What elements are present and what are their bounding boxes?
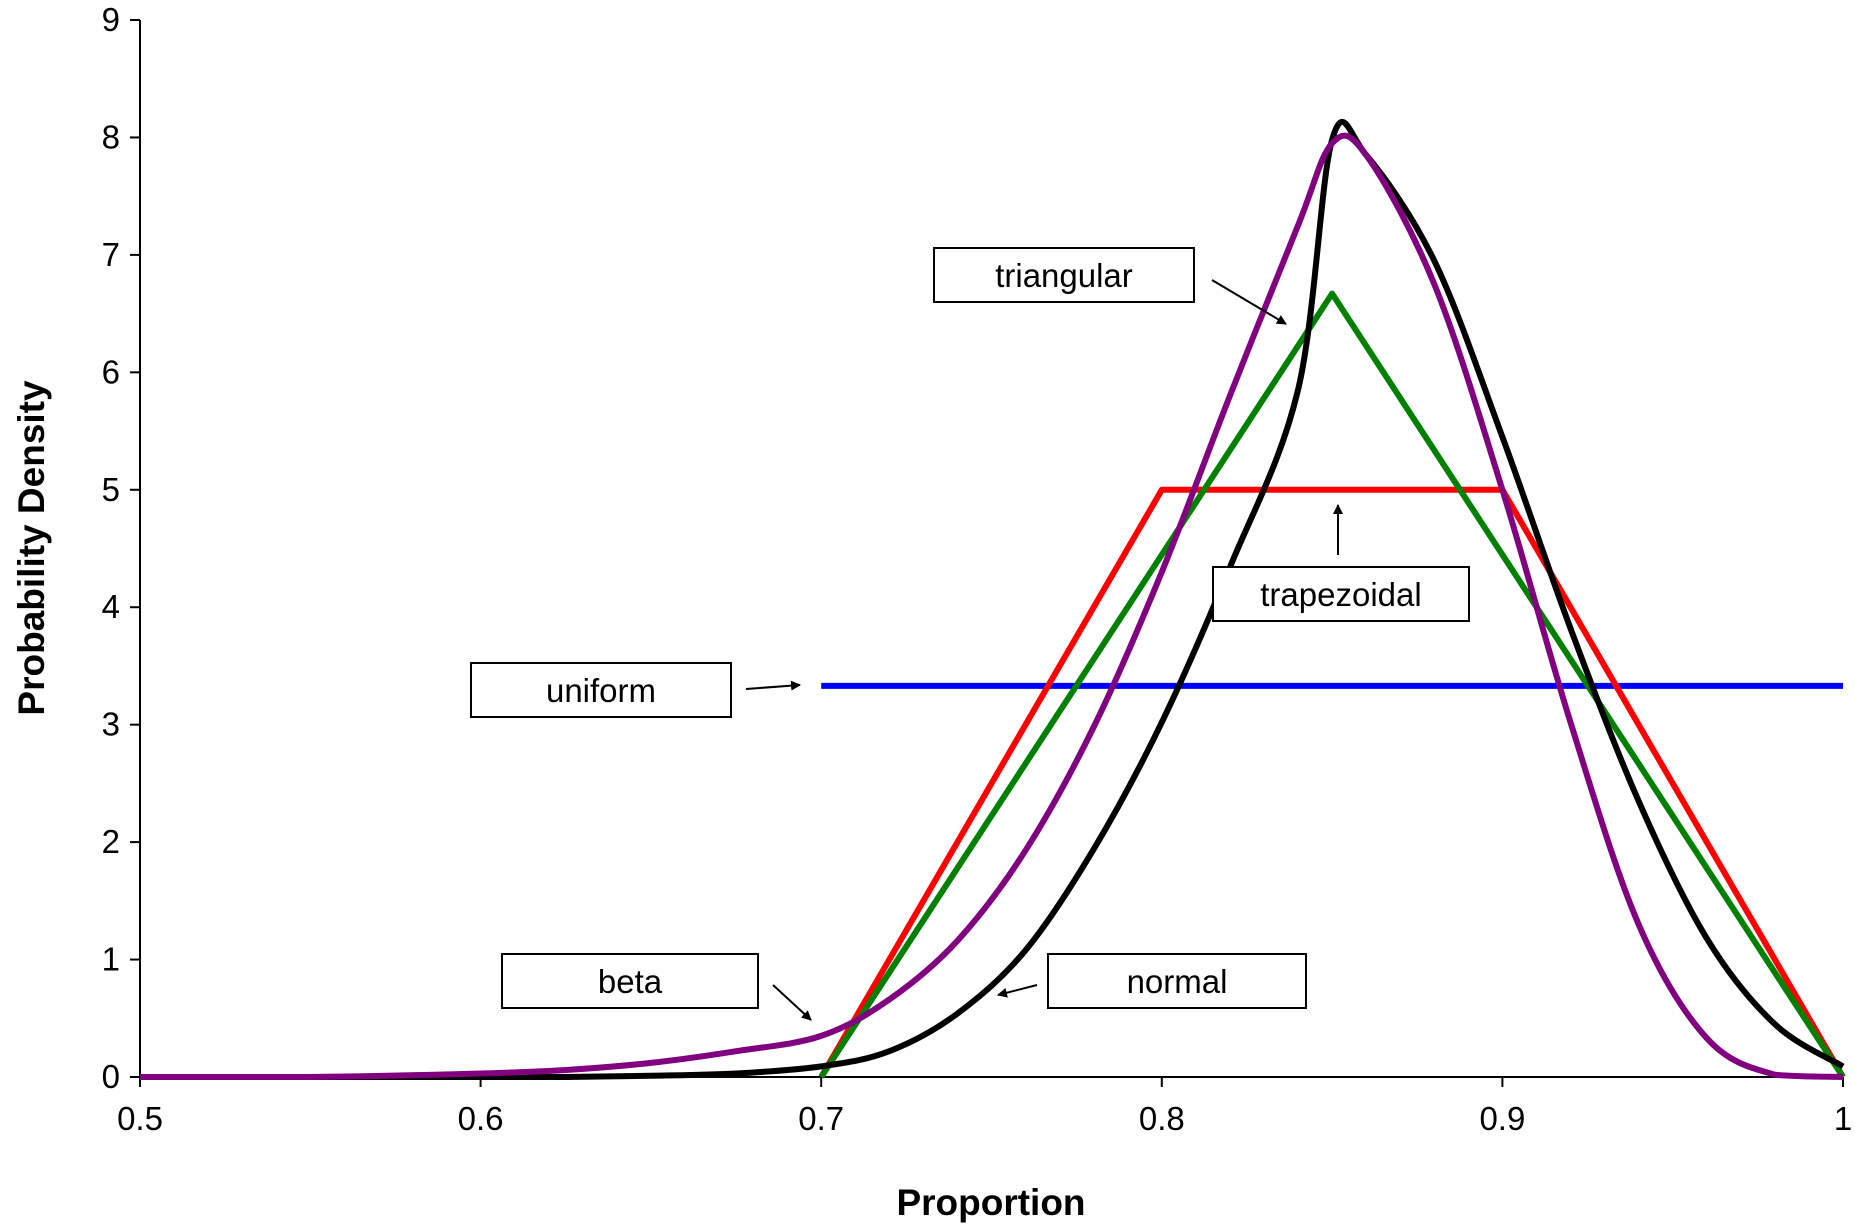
annotation-arrow: [1211, 279, 1287, 325]
y-tick-label: 4: [102, 588, 120, 625]
y-tick-label: 2: [102, 823, 120, 860]
annotation-box: [501, 953, 759, 1009]
tick-labels: 0 1 2 3 4 5 6 7 8 9 0.5 0.6 0.7 0.8 0.9 1: [102, 1, 1853, 1137]
x-tick-label: 0.7: [798, 1100, 844, 1137]
series-line-beta: [140, 132, 1844, 1081]
annotation-label: uniform: [546, 672, 656, 709]
annotation-label: triangular: [995, 257, 1133, 294]
ticks: [130, 19, 1844, 1087]
series-line-triangular: [818, 290, 1846, 1079]
x-tick-label: 0.5: [117, 1100, 163, 1137]
annotation-label: beta: [598, 963, 663, 1000]
annotation-uniform: uniform: [470, 662, 801, 718]
x-tick-label: 0.8: [1139, 1100, 1185, 1137]
annotation-arrow: [997, 984, 1038, 998]
y-tick-label: 6: [102, 353, 120, 390]
y-tick-label: 5: [102, 471, 120, 508]
x-tick-label: 0.9: [1479, 1100, 1525, 1137]
y-tick-label: 1: [102, 941, 120, 978]
annotation-layer: triangular trapezoidal uniform beta normal: [470, 247, 1470, 1021]
annotation-box: [933, 247, 1195, 303]
y-tick-label: 7: [102, 236, 120, 273]
annotation-beta: beta: [501, 953, 812, 1021]
y-axis-title: Probability Density: [11, 380, 52, 716]
x-tick-label: 0.6: [458, 1100, 504, 1137]
annotation-label: normal: [1127, 963, 1228, 1000]
annotation-normal: normal: [997, 953, 1307, 1009]
annotation-trapezoidal: trapezoidal: [1212, 504, 1470, 622]
x-tick-label: 1: [1834, 1100, 1852, 1137]
x-axis-title: Proportion: [896, 1182, 1085, 1223]
y-tick-label: 3: [102, 706, 120, 743]
annotation-box: [1212, 566, 1470, 622]
axes: [139, 20, 1843, 1078]
annotation-box: [470, 662, 732, 718]
annotation-triangular: triangular: [933, 247, 1287, 325]
annotation-box: [1047, 953, 1307, 1009]
y-tick-label: 9: [102, 1, 120, 38]
annotation-arrow: [745, 680, 801, 691]
series-line-trapezoidal: [818, 486, 1846, 1079]
y-tick-label: 0: [102, 1058, 120, 1095]
annotation-label: trapezoidal: [1260, 576, 1421, 613]
annotation-arrow: [772, 984, 812, 1021]
y-tick-label: 8: [102, 118, 120, 155]
